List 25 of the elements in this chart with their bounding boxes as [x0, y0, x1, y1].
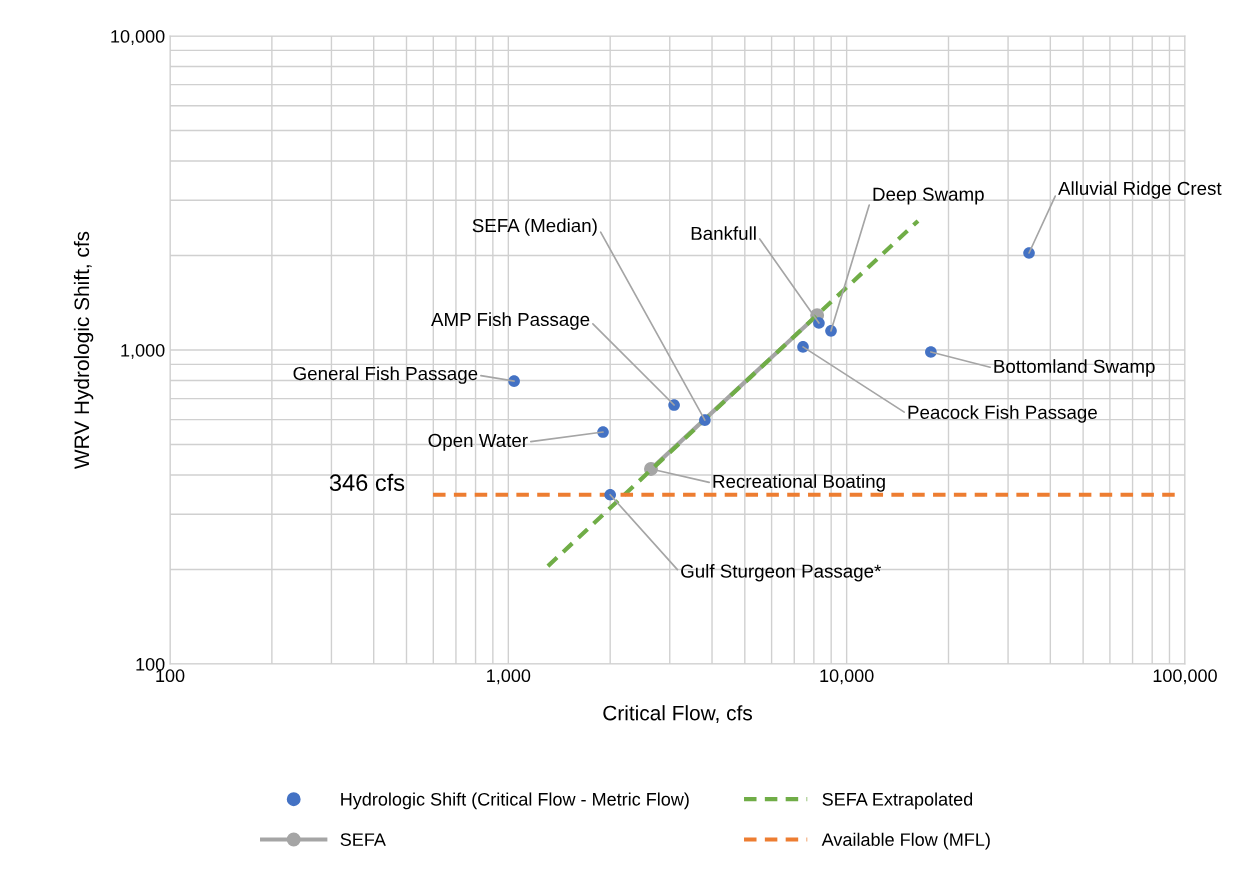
legend-label: SEFA Extrapolated — [822, 792, 973, 810]
y-tick-label: 10,000 — [111, 29, 165, 45]
x-tick-label: 10,000 — [820, 669, 874, 685]
annotation: AMP Fish Passage — [431, 312, 590, 330]
annotation: Peacock Fish Passage — [908, 405, 1097, 423]
x-axis-title: Critical Flow, cfs — [603, 705, 752, 723]
y-axis-title: WRV Hydrologic Shift, cfs — [73, 231, 94, 469]
annotation: SEFA (Median) — [472, 218, 597, 236]
annotation: General Fish Passage — [293, 366, 478, 384]
annotation: Bottomland Swamp — [994, 359, 1155, 377]
legend-label: Available Flow (MFL) — [821, 832, 990, 850]
annotation: Open Water — [428, 433, 528, 451]
x-tick-label: 100,000 — [1153, 669, 1217, 685]
annotation: 346 cfs — [329, 473, 405, 492]
annotation: Recreational Boating — [713, 474, 885, 492]
x-tick-label: 100 — [156, 669, 185, 683]
annotation: Gulf Sturgeon Passage* — [681, 564, 882, 582]
annotation: Alluvial Ridge Crest — [1058, 181, 1222, 199]
y-tick-label: 100 — [136, 657, 165, 671]
annotation: Bankfull — [691, 226, 756, 241]
legend-label: SEFA — [340, 833, 386, 846]
y-tick-label: 1,000 — [121, 343, 165, 359]
annotation: Deep Swamp — [873, 187, 984, 205]
legend-label: Hydrologic Shift (Critical Flow - Metric Flow) — [341, 792, 689, 810]
x-tick-label: 1,000 — [487, 669, 531, 685]
